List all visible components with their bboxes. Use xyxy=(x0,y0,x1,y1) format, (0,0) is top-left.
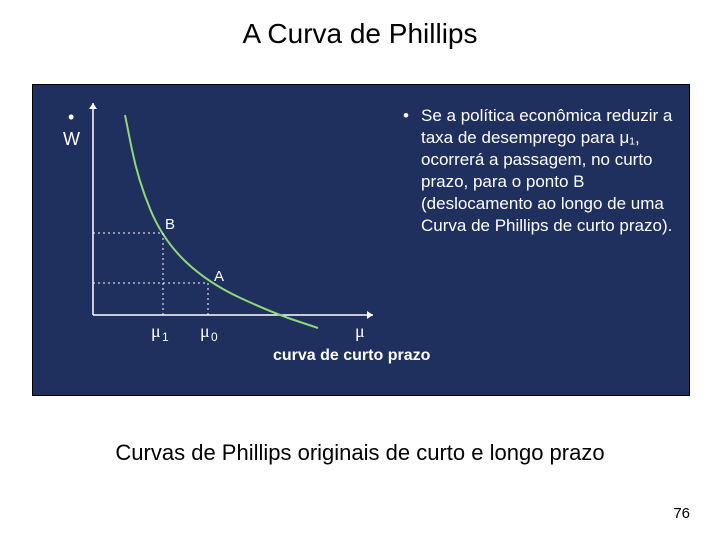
bullet-text-block: • Se a política econômica reduzir a taxa… xyxy=(403,105,678,238)
svg-text:1: 1 xyxy=(162,330,169,344)
curve-caption: curva de curto prazo xyxy=(273,347,430,365)
svg-text:B: B xyxy=(165,216,175,233)
svg-text:•: • xyxy=(68,107,74,127)
page-number: 76 xyxy=(673,505,690,522)
svg-text:W: W xyxy=(63,129,80,149)
bullet-text: Se a política econômica reduzir a taxa d… xyxy=(421,105,678,238)
svg-text:μ: μ xyxy=(355,321,365,341)
bullet-marker: • xyxy=(403,105,421,238)
svg-text:A: A xyxy=(214,268,224,285)
slide: A Curva de Phillips •WμBAμ1μ0 curva de c… xyxy=(0,0,720,540)
svg-text:μ: μ xyxy=(151,321,161,341)
page-title: A Curva de Phillips xyxy=(0,0,720,50)
subcaption: Curvas de Phillips originais de curto e … xyxy=(0,440,720,466)
svg-text:μ: μ xyxy=(200,321,210,341)
svg-text:0: 0 xyxy=(211,330,218,344)
content-panel: •WμBAμ1μ0 curva de curto prazo • Se a po… xyxy=(32,84,690,396)
